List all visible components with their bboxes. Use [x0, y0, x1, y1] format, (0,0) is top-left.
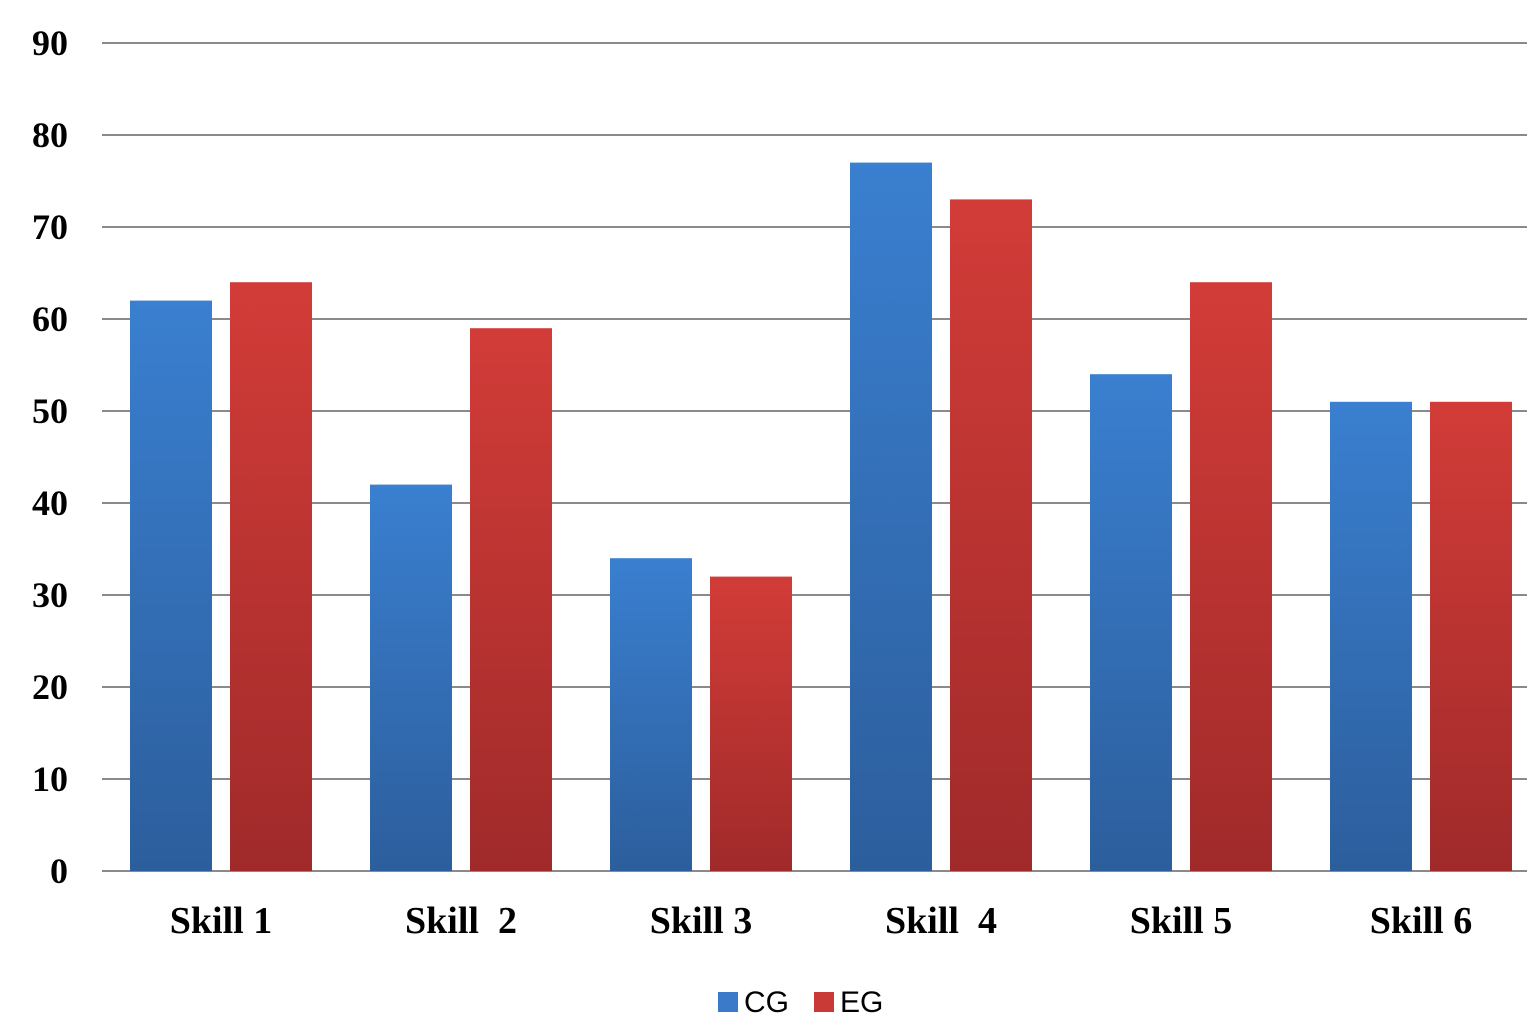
y-tick-label-20: 20: [32, 667, 68, 707]
bar-eg-4: [950, 199, 1032, 871]
bar-eg-3: [710, 576, 792, 871]
y-tick-label-50: 50: [32, 391, 68, 431]
bar-cg-6: [1330, 401, 1412, 871]
legend-item-eg: EG: [814, 986, 883, 1014]
gridlines: [102, 42, 1527, 872]
x-axis-labels: Skill 1 Skill 2 Skill 3 Skill 4 Skill 5 Skill…: [170, 900, 1472, 942]
y-tick-label-80: 80: [32, 115, 68, 155]
bar-cg-5: [1090, 374, 1172, 871]
x-tick-label-1: Skill 1: [170, 900, 272, 942]
legend: CG EG: [718, 986, 883, 1014]
x-tick-label-5: Skill 5: [1130, 900, 1232, 942]
bar-eg-2: [470, 328, 552, 871]
y-tick-label-90: 90: [32, 23, 68, 63]
bar-eg-6: [1430, 401, 1512, 871]
x-tick-label-6: Skill 6: [1370, 900, 1472, 942]
legend-label-eg: EG: [840, 986, 883, 1014]
x-tick-label-4: Skill 4: [885, 900, 997, 942]
legend-label-cg: CG: [744, 986, 789, 1014]
bar-eg-5: [1190, 282, 1272, 871]
y-axis-ticks: 0 10 20 30 40 50 60 70 80 90: [32, 23, 68, 891]
y-tick-label-40: 40: [32, 483, 68, 523]
y-tick-label-10: 10: [32, 759, 68, 799]
x-tick-label-2: Skill 2: [405, 900, 517, 942]
bar-cg-2: [370, 484, 452, 871]
legend-item-cg: CG: [718, 986, 789, 1014]
y-tick-label-70: 70: [32, 207, 68, 247]
x-tick-label-3: Skill 3: [650, 900, 752, 942]
y-tick-label-60: 60: [32, 299, 68, 339]
bar-eg-1: [230, 282, 312, 871]
y-tick-label-0: 0: [50, 851, 68, 891]
bar-cg-4: [850, 162, 932, 872]
bar-cg-1: [130, 300, 212, 872]
legend-swatch-eg: [814, 992, 834, 1012]
y-tick-label-30: 30: [32, 575, 68, 615]
bars: [130, 162, 1512, 872]
legend-swatch-cg: [718, 992, 738, 1012]
bar-cg-3: [610, 558, 692, 871]
